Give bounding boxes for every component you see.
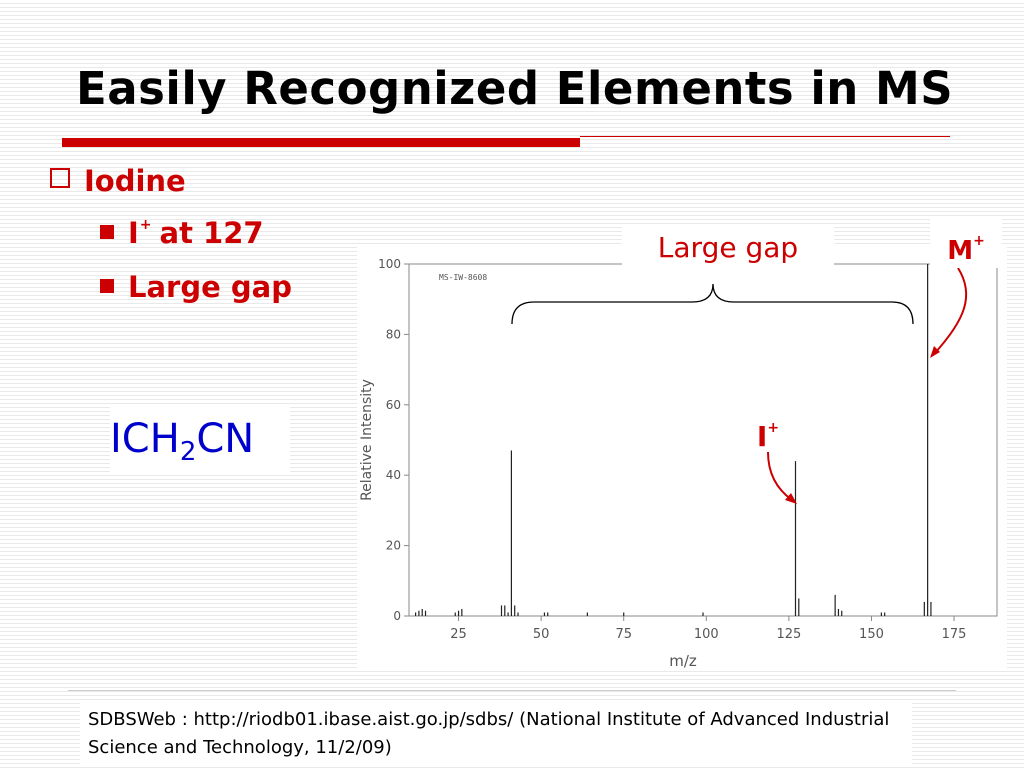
title-underline-thick [62,138,580,147]
reference-divider [68,690,956,691]
x-tick-label: 100 [694,627,719,642]
y-tick-label: 80 [386,327,401,341]
m-label-charge: + [973,233,985,249]
x-axis-label: m/z [669,652,697,670]
sub-bullet-i-plus: I+ at 127 [100,216,264,250]
x-tick-label: 25 [450,627,467,642]
y-axis-label: Relative Intensity [359,379,375,501]
formula-part-b: CN [196,416,255,462]
slide-title: Easily Recognized Elements in MS [76,62,954,115]
hollow-square-bullet-icon [50,168,70,188]
i-arrow [767,451,793,501]
y-tick-label: 100 [378,257,401,271]
source-citation: SDBSWeb : http://riodb01.ibase.aist.go.j… [80,700,912,764]
title-underline-thin [580,136,950,137]
y-tick-label: 60 [386,398,401,412]
y-tick-label: 40 [386,468,401,482]
y-tick-label: 20 [386,539,401,553]
mass-spectrum-panel: 0 20 40 60 80 100 25 50 75 100 125 150 175 MS-IW-86… [357,246,1007,671]
filled-square-bullet-icon [100,225,114,239]
x-tick-label: 50 [533,627,550,642]
sub-bullet-mass: at 127 [159,216,264,250]
bullet-iodine: Iodine [50,164,186,198]
i-arrow-head-icon [785,493,797,504]
large-gap-label: Large gap [622,224,834,272]
y-tick-label: 0 [393,609,401,623]
molecular-ion-label: M+ [930,218,1002,268]
large-gap-brace [511,283,914,325]
x-tick-label: 125 [776,627,801,642]
m-arrow [933,267,968,355]
formula-part-a: ICH [110,416,180,462]
filled-square-bullet-icon [100,279,114,293]
chemical-formula: ICH2CN [110,405,290,473]
i-label-charge: + [767,420,780,436]
x-tick-label: 175 [942,627,967,642]
m-label-text: M [947,236,974,266]
x-tick-label: 75 [615,627,632,642]
bullet-iodine-text: Iodine [84,164,186,198]
sub-bullet-large-gap: Large gap [100,270,292,304]
formula-subscript: 2 [179,437,197,467]
sub-bullet-ion: I [128,216,139,250]
spectrum-code: MS-IW-8608 [439,273,487,282]
sub-bullet-gap-text: Large gap [128,270,292,304]
m-arrow-head-icon [930,346,940,358]
sub-bullet-charge: + [139,217,152,233]
i-label-text: I [756,420,768,453]
iodine-ion-label: I+ [748,410,788,453]
x-tick-label: 150 [859,627,884,642]
mass-spectrum-plot: 0 20 40 60 80 100 25 50 75 100 125 150 175 MS-IW-86… [359,257,998,670]
